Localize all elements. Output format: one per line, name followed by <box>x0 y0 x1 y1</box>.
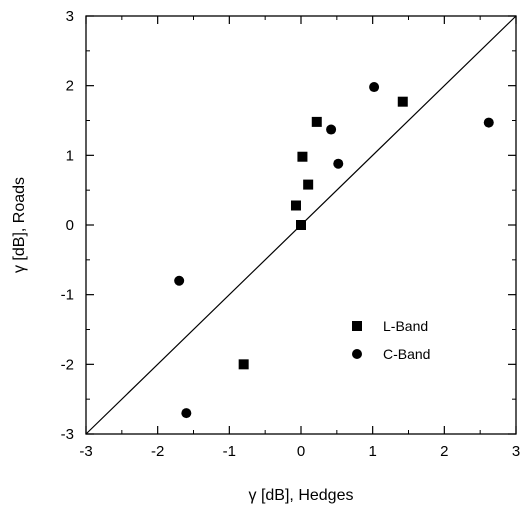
y-axis-title: γ [dB], Roads <box>11 177 28 273</box>
data-point-c-band <box>174 275 185 286</box>
y-tick-label: -1 <box>61 287 74 304</box>
y-tick-label: -3 <box>61 426 74 443</box>
legend-label-c-band: C-Band <box>383 346 430 362</box>
data-point-c-band <box>333 158 344 169</box>
data-point-c-band <box>181 408 192 419</box>
y-tick-label: 3 <box>66 8 74 25</box>
x-tick-label: -3 <box>79 443 92 460</box>
data-point-l-band <box>296 220 306 230</box>
data-point-l-band <box>290 200 301 211</box>
y-tick-label: -2 <box>61 356 74 373</box>
legend-label-l-band: L-Band <box>383 318 428 334</box>
data-points <box>174 82 494 419</box>
data-point-l-band <box>397 96 408 107</box>
data-point-l-band <box>303 179 314 190</box>
data-point-l-band <box>297 151 308 162</box>
axis-tick-labels: -3 -2 -1 0 1 2 3 -3 -2 -1 0 1 2 3 <box>61 8 520 460</box>
x-axis-title: γ [dB], Hedges <box>249 487 354 504</box>
x-tick-label: -2 <box>151 443 164 460</box>
legend: L-Band C-Band <box>352 318 430 362</box>
x-tick-label: 1 <box>368 443 376 460</box>
x-tick-label: 2 <box>440 443 448 460</box>
legend-marker-l-band <box>352 321 362 331</box>
x-tick-label: 3 <box>512 443 520 460</box>
data-point-l-band <box>238 359 249 370</box>
y-tick-label: 2 <box>66 78 74 95</box>
data-point-c-band <box>369 82 380 93</box>
data-point-c-band <box>326 124 337 135</box>
data-point-l-band <box>311 116 322 127</box>
x-tick-label: 0 <box>297 443 305 460</box>
legend-marker-c-band <box>352 349 362 359</box>
y-tick-label: 1 <box>66 147 74 164</box>
y-tick-label: 0 <box>66 217 74 234</box>
x-tick-label: -1 <box>223 443 236 460</box>
axis-ticks <box>85 15 517 435</box>
data-point-c-band <box>483 117 494 128</box>
